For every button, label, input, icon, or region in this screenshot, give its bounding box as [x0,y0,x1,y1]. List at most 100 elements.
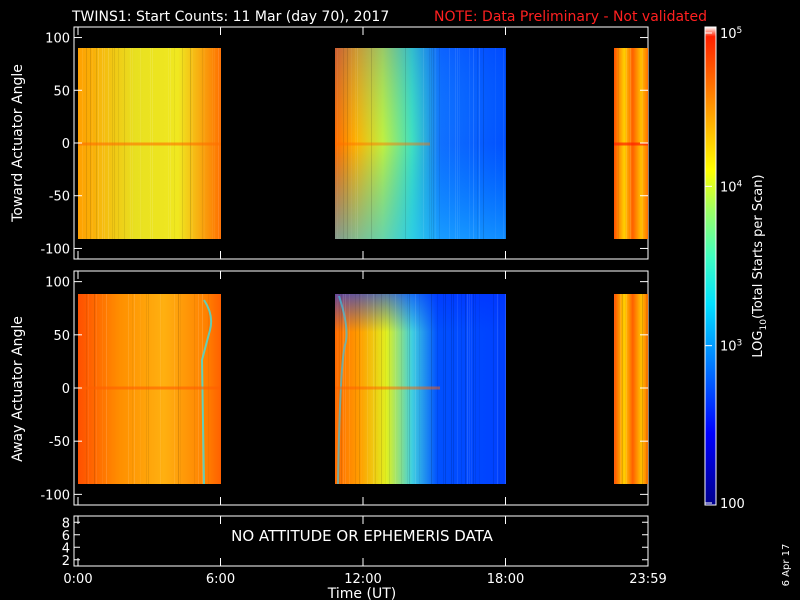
toward-y-label: Toward Actuator Angle [10,64,26,223]
away-feature-line-2 [337,295,348,485]
colorbar-gradient [704,26,717,506]
away-stripe [620,294,621,484]
away-y-ticks: 100 50 0 -50 -100 [40,276,648,503]
toward-y-tick-label: 50 [53,84,70,99]
x-tick-label: 6:00 [206,572,235,587]
toward-y-tick-label: -100 [40,242,70,257]
toward-stripe [435,48,436,239]
colorbar-tick-label: 104 [720,179,743,195]
panel-toward: 100 50 0 -50 -100 Toward Actuator Angle [10,26,649,260]
preliminary-note: NOTE: Data Preliminary - Not validated [434,9,707,25]
away-y-tick-label: -100 [40,488,70,503]
colorbar-tick-base: 10 [720,180,737,195]
toward-stripe [429,48,430,239]
x-tick-label: 23:59 [629,572,666,587]
date-stamp: 6 Apr 17 [781,544,792,587]
away-stripe [626,294,627,484]
chart-title: TWINS1: Start Counts: 11 Mar (day 70), 2… [71,9,389,25]
toward-stripe [495,48,496,239]
colorbar-tick-base: 10 [720,340,737,355]
toward-stripe [459,48,460,239]
away-stripe [646,294,647,484]
colorbar-tick-exponent: 4 [737,179,743,189]
away-stripe [461,294,462,484]
no-data-message: NO ATTITUDE OR EPHEMERIS DATA [231,527,494,545]
away-y-tick-label: 100 [45,276,70,291]
away-stripe [642,294,643,484]
away-stripe [622,294,623,484]
x-axis-ticks: 0:00 6:00 12:00 18:00 23:59 [63,27,667,587]
toward-stripe [449,48,450,239]
toward-stripe [347,48,348,239]
toward-stripe [503,48,504,239]
away-stripe [465,294,466,484]
away-segment-3 [614,294,648,484]
toward-y-tick-label: 0 [62,137,70,152]
toward-stripe [469,48,470,239]
away-stripe [471,294,472,484]
away-stripe [493,294,494,484]
colorbar-label-suffix: (Total Starts per Scan) [751,174,766,319]
x-axis-label: Time (UT) [327,586,396,600]
toward-stripe [477,48,478,239]
away-stripe [453,294,454,484]
away-stripe [473,294,474,484]
panel-away: 100 50 0 -50 -100 Away Actuator Angle [10,270,649,506]
colorbar-tick-base: 100 [720,497,745,512]
away-stripe [451,294,452,484]
colorbar-tick-label: 100 [720,497,745,512]
toward-stripe [479,48,480,239]
away-y-tick-label: 50 [53,329,70,344]
toward-stripe [505,48,506,239]
away-stripe [479,294,480,484]
toward-stripe [343,48,344,239]
ephemeris-tick-label: 2 [62,554,70,569]
x-tick-label: 0:00 [63,572,92,587]
away-feature-line-1 [200,299,213,485]
toward-stripe [483,48,484,239]
ephemeris-tick-label: 8 [62,516,70,531]
away-y-tick-label: 0 [62,382,70,397]
away-stripe [467,294,468,484]
toward-stripe [433,48,434,239]
away-stripe [614,294,615,484]
away-stripe [445,294,446,484]
away-y-tick-label: -50 [49,435,70,450]
colorbar-label: LOG10(Total Starts per Scan) [751,174,769,357]
colorbar-label-prefix: LOG [751,331,766,358]
ephemeris-tick-label: 4 [62,541,70,556]
colorbar-label-subscript: 10 [759,319,769,331]
toward-stripe [337,48,338,239]
toward-stripe [423,48,424,239]
ephemeris-tick-label: 6 [62,529,70,544]
colorbar-tick-base: 10 [720,27,737,42]
away-stripe [469,294,470,484]
colorbar-tick-exponent: 5 [737,26,743,36]
x-tick-label: 12:00 [344,572,381,587]
x-tick-label: 18:00 [487,572,524,587]
colorbar-tick-label: 103 [720,339,742,355]
toward-stripe [405,48,406,239]
toward-segment-2-shading [335,48,506,239]
away-y-label: Away Actuator Angle [10,316,26,462]
toward-stripe [371,48,372,239]
panel-ephemeris-frame [73,515,649,567]
away-stripe [457,294,458,484]
toward-y-tick-label: -50 [49,190,70,205]
toward-y-ticks: 100 50 0 -50 -100 [40,32,648,257]
toward-stripe [455,48,456,239]
toward-stripe [473,48,474,239]
away-stripe [497,294,498,484]
toward-stripe [457,48,458,239]
away-stripe [499,294,500,484]
toward-stripe [431,48,432,239]
colorbar-tick-label: 105 [720,26,742,42]
colorbar-tick-exponent: 3 [737,339,743,349]
toward-stripe [355,48,356,239]
away-stripe [475,294,476,484]
